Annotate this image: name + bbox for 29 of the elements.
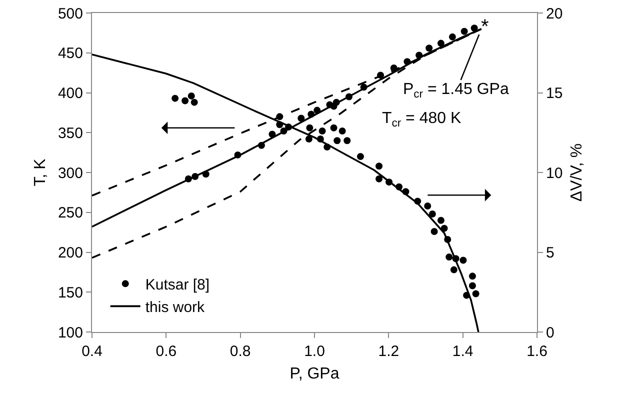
annotation: P$_{cr}$ = 1.45 GPa bbox=[403, 81, 509, 100]
legend-label: this work bbox=[145, 299, 206, 316]
y-tick-label: 350 bbox=[58, 124, 83, 142]
y-tick-label: 400 bbox=[58, 85, 83, 102]
y2-tick-label: 15 bbox=[546, 85, 563, 102]
y-tick-label: 200 bbox=[58, 244, 83, 262]
y-tick-label: 150 bbox=[58, 284, 83, 302]
y2-tick-label: 10 bbox=[546, 164, 563, 182]
x-tick-label: 1.0 bbox=[304, 343, 325, 360]
legend-label: Kutsar [8] bbox=[145, 276, 210, 294]
y-tick-label: 250 bbox=[58, 204, 83, 222]
annotation: * bbox=[481, 16, 489, 38]
y2-axis-title: ΔV/V, % bbox=[568, 143, 586, 202]
y2-tick-label: 0 bbox=[546, 324, 554, 342]
y-tick-label: 100 bbox=[58, 324, 83, 342]
x-tick-label: 0.6 bbox=[156, 343, 177, 360]
x-tick-label: 0.4 bbox=[82, 343, 102, 360]
y-tick-label: 450 bbox=[58, 45, 83, 62]
y2-tick-label: 5 bbox=[546, 244, 554, 262]
x-tick-label: 1.4 bbox=[452, 343, 474, 360]
x-tick-label: 0.8 bbox=[230, 343, 251, 360]
y-tick-label: 500 bbox=[58, 5, 83, 22]
y-axis-title: T, K bbox=[32, 158, 49, 186]
y2-tick-label: 20 bbox=[546, 5, 563, 22]
annotation: T$_{cr}$ = 480 K bbox=[382, 110, 462, 130]
x-axis-title: P, GPa bbox=[290, 366, 340, 383]
x-tick-label: 1.2 bbox=[378, 343, 400, 360]
y-tick-label: 300 bbox=[58, 164, 83, 182]
x-tick-label: 1.6 bbox=[526, 343, 548, 360]
